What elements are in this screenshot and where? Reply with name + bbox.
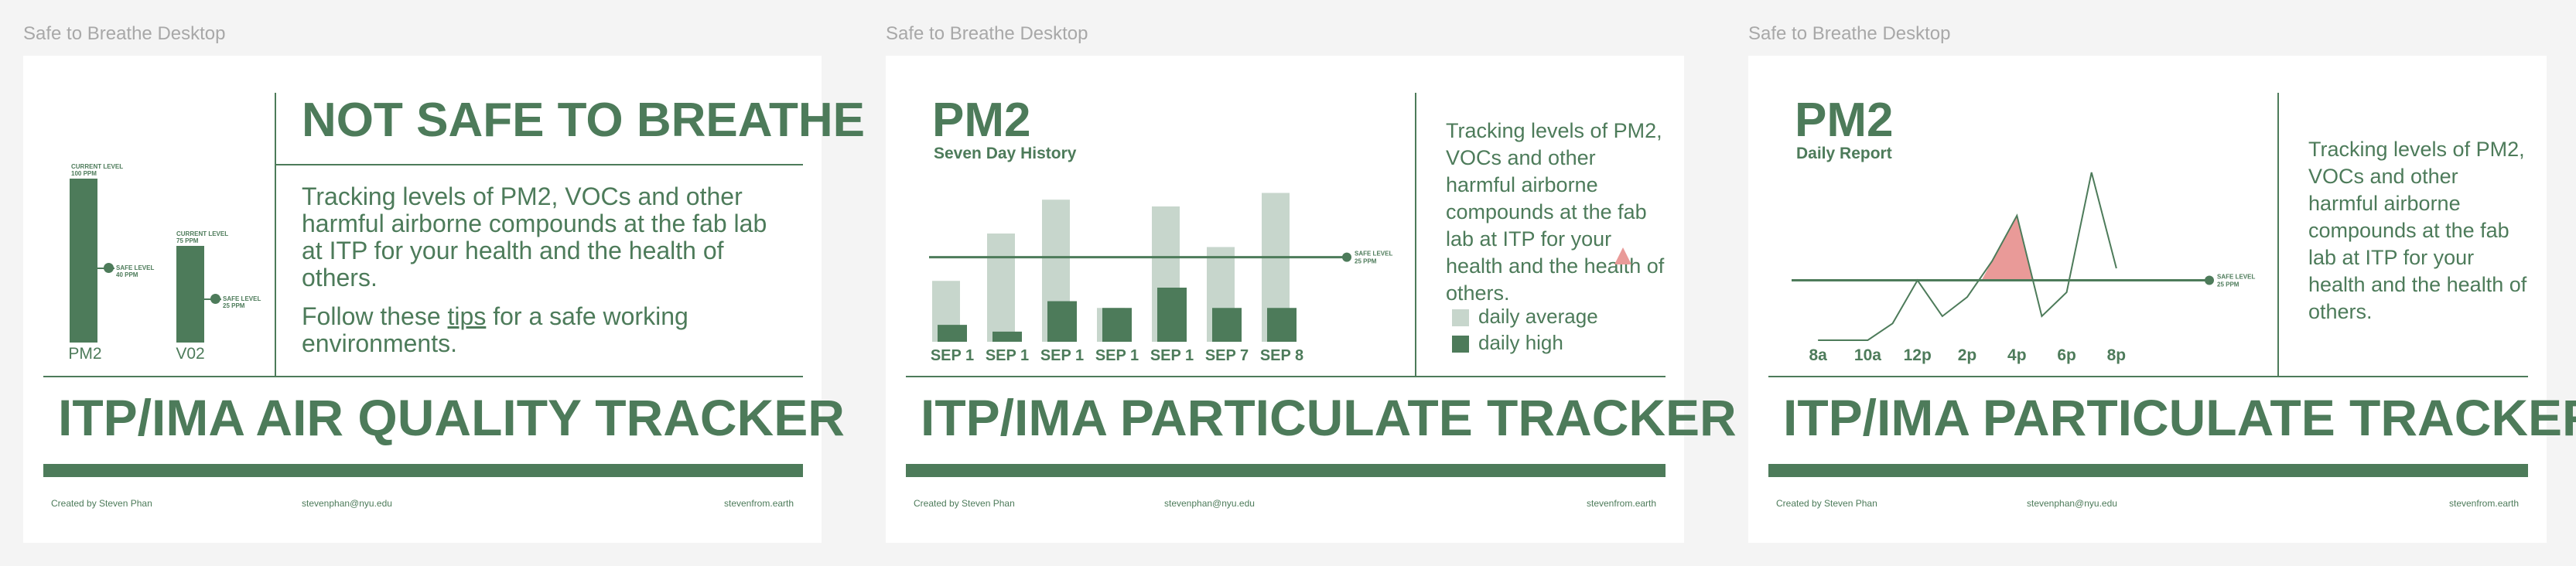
legend-average: daily average: [1478, 305, 1598, 328]
tips-prefix: Follow these: [302, 302, 448, 330]
alert-triangle-icon: [1614, 247, 1631, 264]
pm2-current-label: CURRENT LEVEL 100 PPM: [71, 163, 123, 177]
daily-report-frame: PM2 Daily Report SAFE LEVEL 25 PPM 8a 10a 12…: [1748, 56, 2576, 543]
pm2-safe-label: SAFE LEVEL 40 PPM: [116, 264, 155, 278]
safe-level-marker: [2205, 275, 2214, 285]
description: Tracking levels of PM2, VOCs and other h…: [302, 182, 767, 292]
v02-safe-label: SAFE LEVEL 25 PPM: [223, 295, 261, 309]
v02-safe-marker: [210, 294, 220, 304]
air-quality-frame: CURRENT LEVEL 100 PPM SAFE LEVEL 40 PPM …: [23, 56, 865, 543]
right-divider: [1415, 93, 1416, 376]
high-bar: [1267, 308, 1297, 342]
footer-bar: [906, 464, 1666, 477]
pm2-safe-marker: [104, 263, 114, 273]
x-tick-label: SEP 1: [931, 347, 974, 364]
x-tick-label: SEP 1: [1040, 347, 1084, 364]
seven-day-frame: PM2 Seven Day History SEP 1 SEP 1 SEP 1 SEP…: [886, 56, 1737, 543]
x-tick-label: 10a: [1854, 346, 1881, 364]
footer-credit: Created by Steven Phan: [914, 498, 1015, 509]
chart-title: PM2: [932, 94, 1031, 147]
description: Tracking levels of PM2, VOCs and other h…: [2308, 138, 2527, 323]
footer-bar: [1768, 464, 2528, 477]
banner-divider: [43, 376, 803, 377]
safe-level-label: SAFE LEVEL: [1355, 251, 1392, 257]
x-tick-label: 12p: [1904, 346, 1932, 364]
tips-suffix: for a safe working environments.: [302, 302, 688, 357]
frame-label[interactable]: Safe to Breathe Desktop: [23, 23, 226, 44]
frame-label[interactable]: Safe to Breathe Desktop: [1748, 23, 1951, 44]
footer-email[interactable]: stevenphan@nyu.edu: [2027, 498, 2117, 509]
seven-day-bar-chart: SEP 1 SEP 1 SEP 1 SEP 1 SEP 1 SEP 7 SEP 8 SAFE …: [929, 193, 1392, 364]
x-tick-label: 8p: [2107, 346, 2127, 364]
chart-subtitle: Seven Day History: [934, 145, 1077, 162]
v02-current-label: CURRENT LEVEL 75 PPM: [176, 230, 228, 244]
footer-site[interactable]: stevenfrom.earth: [1587, 498, 1657, 509]
x-tick-label: 8a: [1809, 346, 1827, 364]
status-heading: NOT SAFE TO BREATHE: [302, 94, 865, 147]
high-bar: [992, 331, 1022, 342]
footer-credit: Created by Steven Phan: [1776, 498, 1877, 509]
v02-bar: [176, 246, 204, 343]
footer-email[interactable]: stevenphan@nyu.edu: [302, 498, 392, 509]
heading-divider: [276, 164, 803, 165]
high-bar: [1102, 308, 1132, 342]
pm2-bar-label: PM2: [68, 345, 102, 363]
x-tick-label: SEP 1: [1150, 347, 1194, 364]
chart-subtitle: Daily Report: [1796, 145, 1892, 162]
high-bar: [938, 325, 967, 342]
footer-email[interactable]: stevenphan@nyu.edu: [1164, 498, 1255, 509]
high-bar: [1157, 288, 1187, 342]
footer-site[interactable]: stevenfrom.earth: [2449, 498, 2520, 509]
safe-level-label-2: 25 PPM: [1355, 258, 1377, 265]
x-tick-label: SEP 8: [1260, 347, 1303, 364]
left-divider: [275, 93, 276, 376]
pm2-line: [1818, 172, 2117, 341]
x-tick-label: SEP 7: [1205, 347, 1249, 364]
x-tick-label: 4p: [2007, 346, 2027, 364]
tips-sentence: Follow these tips for a safe working env…: [302, 303, 774, 357]
banner-title: ITP/IMA PARTICULATE TRACKER: [921, 389, 1737, 446]
x-tick-label: SEP 1: [986, 347, 1029, 364]
legend-swatch-average: [1452, 309, 1469, 326]
chart-title: PM2: [1795, 94, 1894, 147]
tips-link[interactable]: tips: [447, 302, 487, 330]
x-tick-label: SEP 1: [1095, 347, 1139, 364]
safe-level-label: SAFE LEVEL: [2217, 274, 2255, 281]
average-bar: [987, 234, 1015, 342]
unsafe-area: [1981, 215, 2033, 281]
x-tick-label: 6p: [2057, 346, 2076, 364]
safe-level-marker: [1342, 252, 1351, 262]
high-bar: [1047, 301, 1077, 342]
legend-high: daily high: [1478, 331, 1563, 354]
right-divider: [2277, 93, 2279, 376]
footer-bar: [43, 464, 803, 477]
banner-title: ITP/IMA AIR QUALITY TRACKER: [58, 389, 845, 446]
frame-label[interactable]: Safe to Breathe Desktop: [886, 23, 1088, 44]
footer-credit: Created by Steven Phan: [51, 498, 152, 509]
banner-title: ITP/IMA PARTICULATE TRACKER: [1783, 389, 2576, 446]
footer-site[interactable]: stevenfrom.earth: [724, 498, 794, 509]
banner-divider: [1768, 376, 2528, 377]
description: Tracking levels of PM2, VOCs and other h…: [1446, 119, 1665, 305]
banner-divider: [906, 376, 1666, 377]
x-tick-label: 2p: [1958, 346, 1977, 364]
legend-swatch-high: [1452, 336, 1469, 353]
v02-bar-label: V02: [176, 345, 205, 363]
high-bar: [1212, 308, 1242, 342]
pm2-bar: [70, 179, 97, 343]
safe-level-label-2: 25 PPM: [2217, 281, 2239, 288]
